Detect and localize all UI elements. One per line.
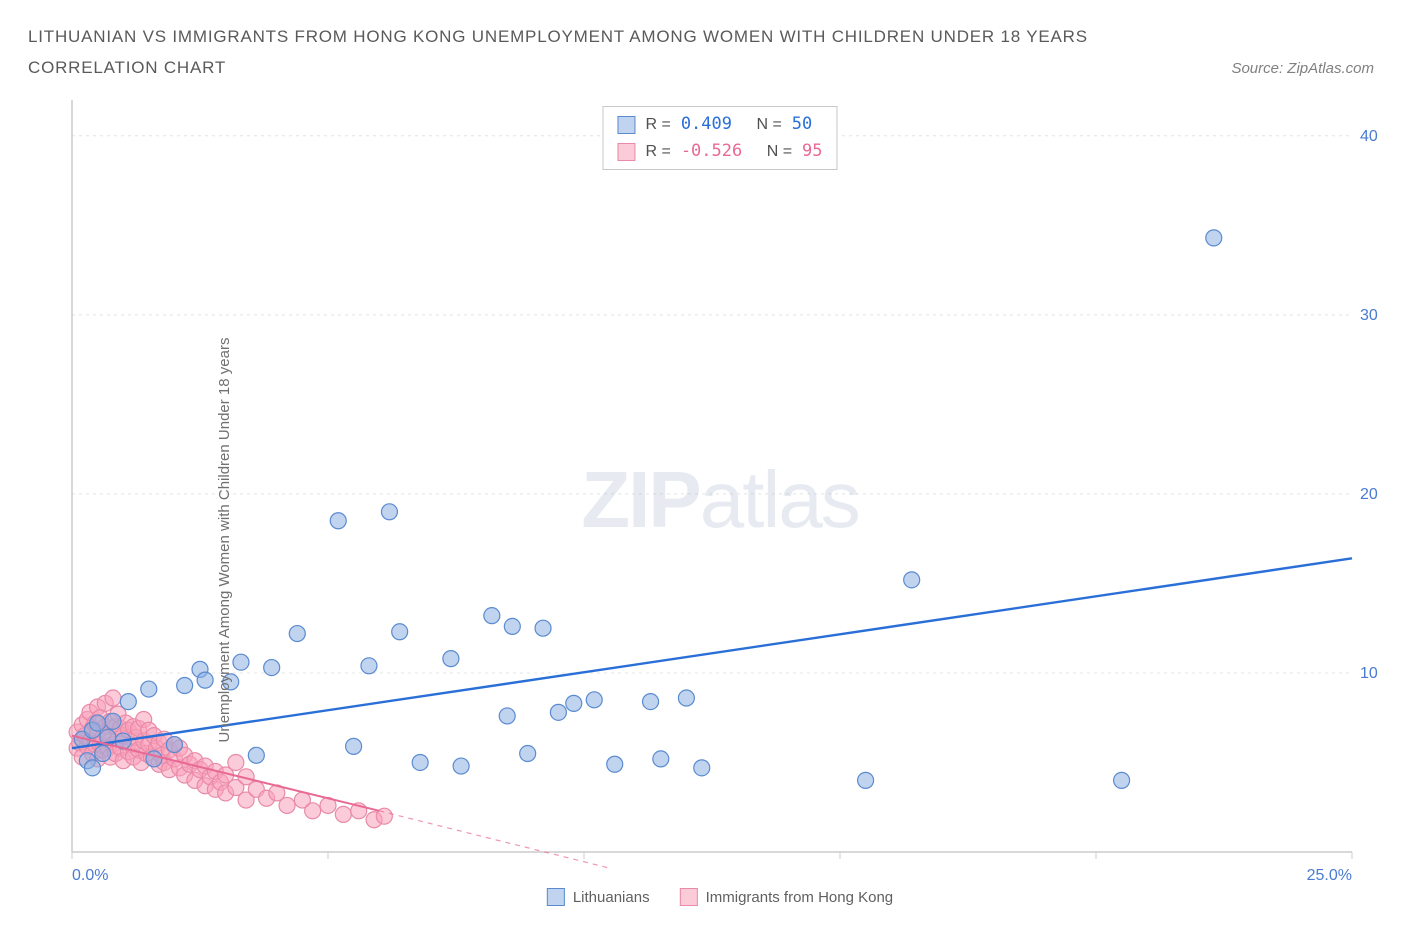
svg-text:25.0%: 25.0% [1307, 867, 1352, 884]
plot-area: Unemployment Among Women with Children U… [62, 100, 1378, 900]
r-value-s1: 0.409 [681, 111, 732, 138]
swatch-s1-bottom [547, 888, 565, 906]
source-attribution: Source: ZipAtlas.com [1231, 60, 1374, 77]
svg-text:0.0%: 0.0% [72, 867, 108, 884]
n-value-s1: 50 [792, 111, 812, 138]
r-value-s2: -0.526 [681, 138, 742, 165]
stats-row-s1: R = 0.409 N = 50 [617, 111, 822, 138]
svg-text:20.0%: 20.0% [1360, 486, 1378, 503]
svg-text:30.0%: 30.0% [1360, 307, 1378, 324]
legend-item-s1: Lithuanians [547, 888, 650, 906]
y-axis-label: Unemployment Among Women with Children U… [216, 338, 233, 743]
legend-item-s2: Immigrants from Hong Kong [680, 888, 894, 906]
stats-legend: R = 0.409 N = 50 R = -0.526 N = 95 [602, 106, 837, 170]
swatch-s2-bottom [680, 888, 698, 906]
stats-row-s2: R = -0.526 N = 95 [617, 138, 822, 165]
svg-text:40.0%: 40.0% [1360, 128, 1378, 145]
swatch-s1 [617, 116, 635, 134]
series-legend: Lithuanians Immigrants from Hong Kong [547, 888, 893, 906]
n-value-s2: 95 [802, 138, 822, 165]
svg-text:10.0%: 10.0% [1360, 665, 1378, 682]
chart-title-l1: LITHUANIAN VS IMMIGRANTS FROM HONG KONG … [28, 22, 1378, 53]
scatter-plot-svg: 10.0% 20.0% 30.0% 40.0% 0.0% 25.0% [62, 100, 1378, 900]
chart-title-l2: CORRELATION CHART [28, 53, 1378, 84]
swatch-s2 [617, 143, 635, 161]
